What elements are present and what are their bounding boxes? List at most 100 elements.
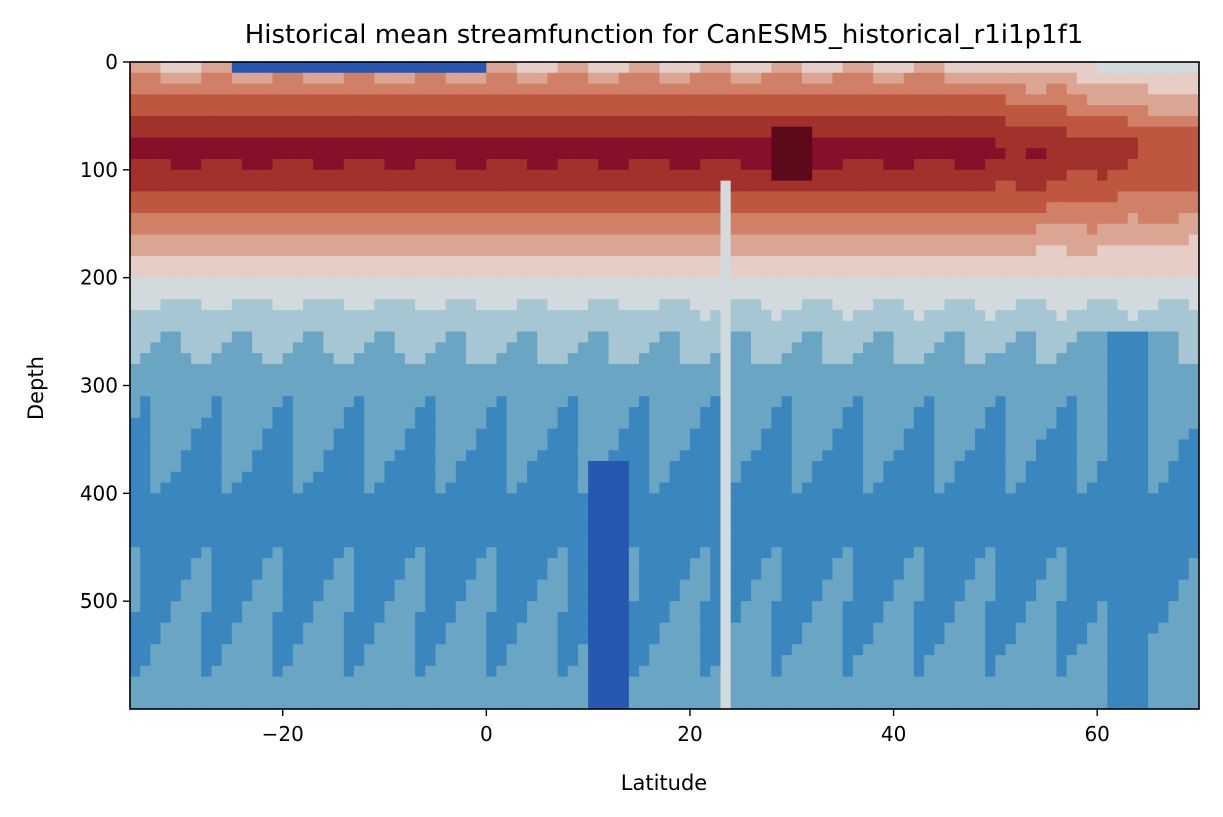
contour-cell	[639, 148, 650, 160]
contour-cell	[170, 460, 182, 473]
contour-cell	[231, 256, 243, 268]
contour-cell	[455, 342, 467, 354]
contour-cell	[455, 94, 467, 106]
contour-cell	[740, 126, 752, 139]
contour-cell	[465, 417, 477, 430]
contour-cell	[364, 698, 375, 709]
contour-cell	[842, 450, 854, 462]
contour-cell	[588, 234, 599, 246]
contour-cell	[873, 191, 884, 203]
contour-cell	[740, 169, 752, 182]
contour-cell	[863, 687, 874, 699]
contour-cell	[618, 310, 630, 322]
contour-cell	[924, 277, 935, 290]
contour-cell	[241, 428, 253, 441]
contour-cell	[425, 385, 437, 397]
contour-cell	[140, 202, 151, 214]
contour-cell	[516, 299, 528, 311]
contour-cell	[577, 396, 589, 408]
contour-cell	[506, 320, 518, 333]
contour-cell	[343, 299, 355, 311]
contour-cell	[323, 72, 335, 85]
contour-cell	[527, 644, 538, 656]
contour-cell	[353, 525, 365, 538]
contour-cell	[801, 471, 813, 484]
contour-cell	[771, 698, 783, 709]
contour-cell	[557, 450, 569, 462]
contour-cell	[516, 169, 528, 182]
contour-cell	[191, 105, 202, 117]
contour-cell	[180, 493, 192, 505]
contour-cell	[516, 234, 528, 246]
contour-cell	[822, 310, 834, 322]
contour-cell	[944, 536, 956, 548]
contour-cell	[822, 687, 834, 699]
contour-cell	[577, 180, 589, 192]
contour-cell	[557, 407, 569, 419]
contour-cell	[771, 471, 783, 484]
contour-cell	[496, 342, 508, 354]
contour-cell	[649, 299, 661, 311]
contour-cell	[252, 126, 263, 139]
contour-cell	[425, 223, 437, 236]
contour-cell	[588, 482, 599, 494]
contour-cell	[527, 417, 538, 430]
contour-cell	[241, 331, 253, 343]
contour-cell	[221, 417, 233, 430]
contour-cell	[374, 363, 386, 376]
contour-cell	[944, 72, 956, 85]
contour-cell	[130, 342, 141, 354]
contour-cell	[669, 353, 681, 365]
contour-cell	[628, 277, 640, 290]
contour-cell	[730, 288, 742, 300]
contour-cell	[761, 622, 772, 635]
contour-cell	[903, 320, 915, 333]
contour-cell	[791, 525, 803, 538]
contour-cell	[822, 223, 834, 236]
contour-cell	[323, 385, 335, 397]
contour-cell	[252, 633, 263, 645]
contour-cell	[924, 601, 935, 613]
contour-cell	[598, 245, 610, 257]
contour-cell	[720, 601, 732, 613]
contour-cell	[303, 439, 314, 451]
contour-cell	[751, 439, 762, 451]
contour-cell	[608, 493, 620, 505]
contour-cell	[435, 504, 447, 516]
contour-cell	[679, 374, 691, 387]
contour-cell	[292, 611, 304, 624]
contour-cell	[211, 310, 223, 322]
contour-cell	[516, 547, 528, 559]
contour-cell	[649, 234, 661, 246]
contour-cell	[292, 428, 304, 441]
contour-cell	[241, 579, 253, 591]
contour-cell	[567, 687, 579, 699]
contour-cell	[618, 568, 630, 581]
contour-cell	[160, 676, 172, 689]
contour-cell	[557, 611, 569, 624]
contour-cell	[863, 590, 874, 602]
contour-cell	[883, 266, 895, 279]
contour-cell	[720, 245, 732, 257]
contour-cell	[954, 342, 966, 354]
contour-cell	[262, 191, 274, 203]
contour-cell	[791, 504, 803, 516]
contour-cell	[221, 471, 233, 484]
contour-cell	[567, 417, 579, 430]
contour-cell	[435, 223, 447, 236]
contour-cell	[180, 385, 192, 397]
contour-cell	[272, 396, 284, 408]
contour-cell	[883, 331, 895, 343]
contour-cell	[577, 622, 589, 635]
contour-cell	[903, 363, 915, 376]
contour-cell	[394, 687, 406, 699]
contour-cell	[863, 644, 874, 656]
contour-cell	[771, 568, 783, 581]
contour-cell	[791, 482, 803, 494]
contour-cell	[751, 471, 762, 484]
contour-cell	[333, 450, 345, 462]
contour-cell	[486, 180, 498, 192]
contour-cell	[883, 83, 895, 95]
contour-cell	[801, 493, 813, 505]
contour-cell	[893, 212, 905, 225]
